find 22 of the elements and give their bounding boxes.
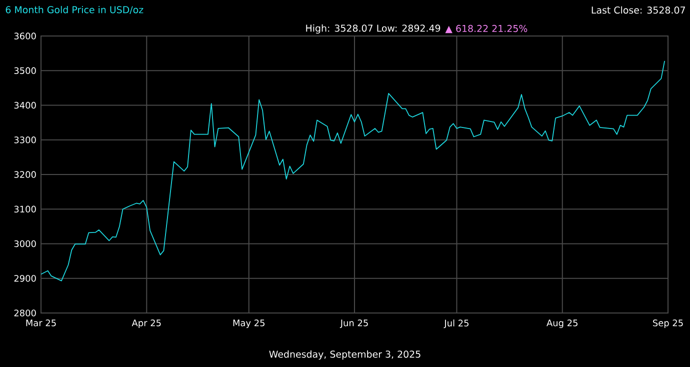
- y-tick-label: 3600: [14, 32, 36, 40]
- text: Wednesday, September 3, 2025: [269, 350, 420, 360]
- y-tick-label: 3000: [14, 240, 36, 248]
- x-tick-label: Jun 25: [340, 320, 368, 328]
- y-tick-label: 3100: [14, 206, 36, 213]
- y-tick-label: 3400: [14, 102, 36, 109]
- y-tick-label: 2900: [14, 274, 36, 282]
- y-tick-label: 3500: [14, 67, 36, 74]
- x-tick-label: Mar 25: [26, 320, 56, 326]
- chart-subtitle: High: 3528.07 Low: 2892.49: [306, 24, 440, 34]
- x-tick-label: Sep 25: [653, 320, 683, 328]
- text: Last Close: 3528.07: [592, 6, 685, 14]
- y-tick-label: 3200: [14, 171, 36, 178]
- x-tick-label: Aug 25: [546, 320, 578, 328]
- x-tick-label: May 25: [233, 320, 264, 328]
- line-series: [41, 60, 666, 282]
- x-tick-label: Jul 25: [444, 320, 468, 328]
- text: ▲ 618.22 21.25%: [445, 24, 528, 34]
- chart-title: 6 Month Gold Price in USD/oz: [6, 6, 144, 14]
- y-tick-label: 3300: [14, 136, 36, 144]
- x-tick-label: Apr 25: [132, 320, 161, 328]
- y-tick-label: 2800: [14, 310, 36, 316]
